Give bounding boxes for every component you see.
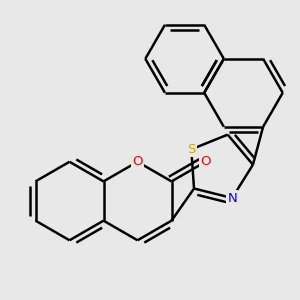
Text: N: N bbox=[227, 191, 237, 205]
Text: S: S bbox=[187, 143, 196, 156]
Text: O: O bbox=[200, 155, 211, 168]
Text: O: O bbox=[132, 155, 143, 168]
